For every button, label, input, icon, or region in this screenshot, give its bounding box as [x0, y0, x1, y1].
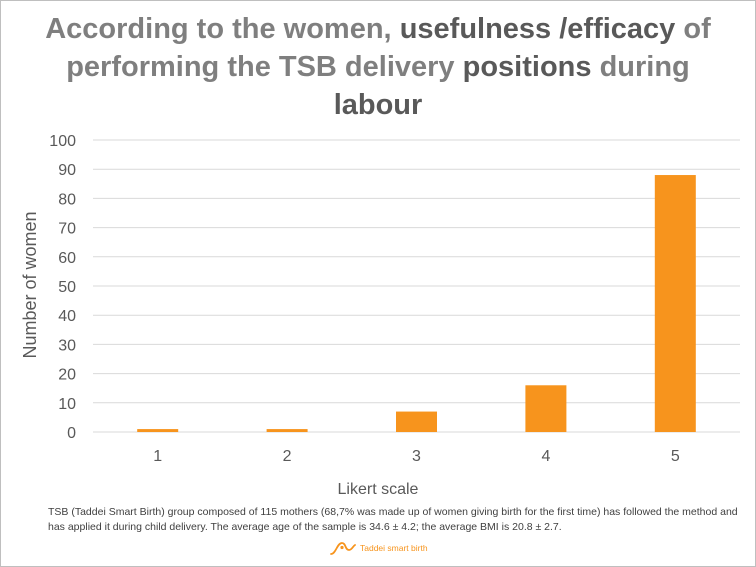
y-tick-label: 90: [58, 162, 76, 179]
y-tick-label: 70: [58, 221, 76, 238]
title-emphasis-positions: positions: [462, 51, 592, 83]
footnote: TSB (Taddei Smart Birth) group composed …: [48, 506, 738, 533]
taddei-logo-icon: [330, 542, 356, 555]
brand-logo: Taddei smart birth: [330, 538, 428, 558]
x-tick-label: 4: [541, 448, 550, 465]
x-axis-label: Likert scale: [338, 481, 419, 498]
bar-5: [654, 175, 696, 433]
bar-3: [396, 411, 437, 432]
y-tick-label: 0: [67, 425, 76, 442]
bar-2: [266, 429, 308, 432]
y-tick-label: 100: [49, 133, 76, 150]
y-tick-label: 40: [58, 308, 76, 325]
x-tick-labels: 1 2 3 4 5: [153, 448, 680, 465]
bar-4: [525, 385, 567, 432]
title-emphasis-labour: labour: [333, 89, 423, 121]
logo-text: Taddei smart birth: [360, 543, 428, 553]
x-tick-label: 5: [671, 448, 680, 465]
gridlines: [93, 139, 740, 433]
y-tick-label: 30: [58, 337, 76, 354]
y-tick-label: 80: [58, 191, 76, 208]
x-tick-label: 1: [153, 448, 162, 465]
bars: [137, 175, 696, 433]
y-tick-labels: 0 10 20 30 40 50 60 70 80 90 100: [49, 133, 76, 442]
y-tick-label: 50: [58, 279, 76, 296]
title-emphasis-usefulness: usefulness /efficacy: [399, 13, 676, 45]
y-tick-label: 10: [58, 396, 76, 413]
y-tick-label: 60: [58, 250, 76, 267]
y-axis-label: Number of women: [20, 211, 40, 358]
x-tick-label: 2: [283, 448, 292, 465]
y-tick-label: 20: [58, 367, 76, 384]
chart-title: According to the women, usefulness /effi…: [45, 13, 711, 121]
x-tick-label: 3: [412, 448, 421, 465]
bar-1: [137, 429, 179, 432]
